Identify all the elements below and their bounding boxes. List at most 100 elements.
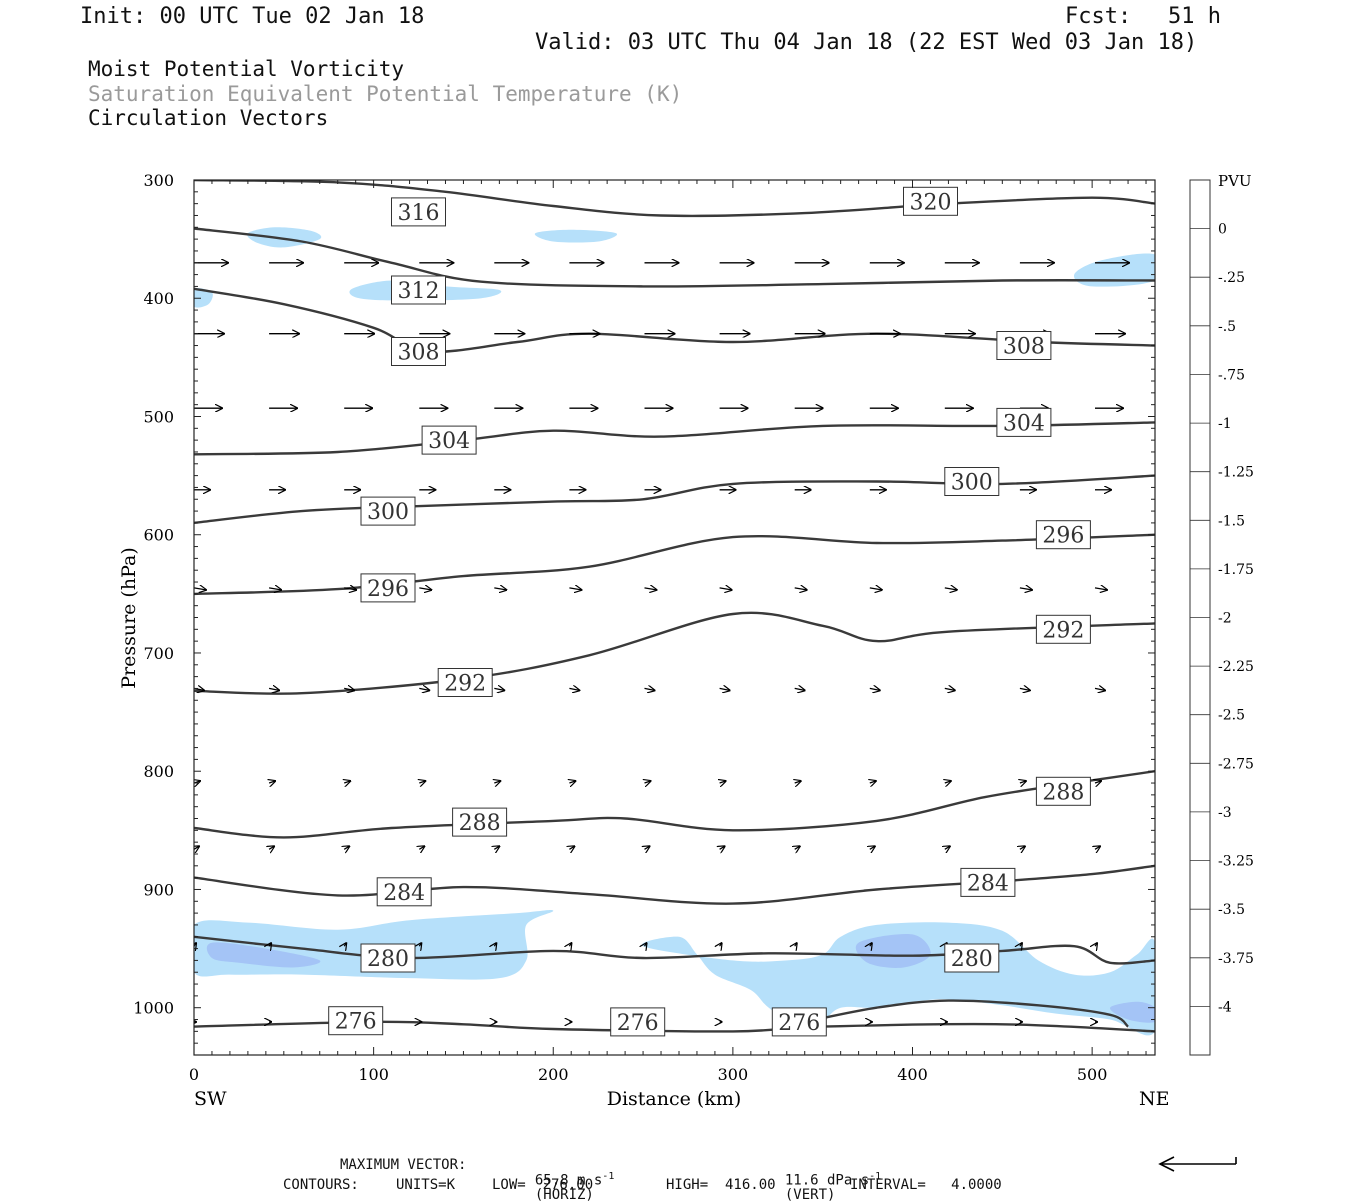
init-time: Init: 00 UTC Tue 02 Jan 18 <box>80 4 425 29</box>
circulation-vector <box>945 781 951 783</box>
theta-e-contour-320 <box>194 227 1155 288</box>
contour-label: 308 <box>996 331 1052 360</box>
contour-label-text: 308 <box>1003 335 1045 360</box>
vert-vector-exp: -1 <box>869 1171 882 1182</box>
contour-label: 276 <box>771 1007 827 1037</box>
theta-e-contour-320 <box>194 180 1155 218</box>
circulation-vector <box>1094 688 1105 690</box>
circulation-vector <box>719 588 732 590</box>
colorbar-label: -.75 <box>1218 367 1245 383</box>
circulation-vector <box>494 846 499 849</box>
circulation-vector <box>569 588 581 590</box>
circulation-vector <box>870 846 875 849</box>
max-vector-label: MAXIMUM VECTOR: <box>340 1157 467 1173</box>
x-tick-label: 100 <box>358 1065 389 1084</box>
circulation-vector <box>344 846 349 849</box>
contour-label-box <box>903 186 958 216</box>
x-tick-label: 400 <box>897 1065 928 1084</box>
contour-label: 288 <box>452 807 508 837</box>
circulation-vector <box>194 588 206 590</box>
circulation-vector <box>719 688 730 690</box>
contour-label-text: 300 <box>951 471 993 496</box>
x-tick-label: 0 <box>189 1065 199 1084</box>
vert-vector: 11.6 dPa s-1 (VERT) <box>768 1158 881 1202</box>
y-tick-label: 700 <box>143 644 174 663</box>
x-end-label-ne: NE <box>1139 1088 1170 1110</box>
circulation-vector <box>268 688 279 690</box>
colorbar-title: PVU <box>1218 172 1252 190</box>
cross-section-chart: 316 320 312 308 308 304 304 300 300 296 296 292 292 2… <box>118 171 1254 1110</box>
circulation-vector <box>344 781 350 783</box>
contour-label: 304 <box>421 425 477 455</box>
horiz-vector-exp: -1 <box>602 1171 615 1182</box>
field-title-theta: Saturation Equivalent Potential Temperat… <box>88 82 683 106</box>
forecast-hour: 51 h <box>1168 4 1221 29</box>
contour-label: 300 <box>944 467 1000 496</box>
x-end-label-sw: SW <box>194 1088 227 1110</box>
colorbar-label: -4 <box>1218 999 1232 1015</box>
contour-label-text: 276 <box>617 1011 659 1036</box>
colorbar-label: -2.5 <box>1218 708 1245 724</box>
contours-label: CONTOURS: <box>283 1177 359 1193</box>
y-tick-label: 500 <box>143 407 174 426</box>
circulation-vector <box>720 846 725 849</box>
contours-low: LOW= 276.00 <box>492 1177 594 1193</box>
contour-label: 284 <box>376 877 432 907</box>
circulation-vector <box>644 688 655 690</box>
circulation-vector <box>720 781 726 783</box>
circulation-vector <box>419 588 431 590</box>
colorbar-label: -1 <box>1218 416 1232 432</box>
contour-label: 276 <box>328 1006 384 1036</box>
vert-vector-unit: (VERT) <box>784 1186 836 1203</box>
contours-high: HIGH= 416.00 <box>666 1177 776 1193</box>
contour-label-box <box>960 867 1016 897</box>
circulation-vector <box>794 588 807 590</box>
circulation-vector <box>645 943 647 946</box>
pv-shaded-region <box>206 942 321 968</box>
contour-label-box <box>996 331 1052 360</box>
theta-e-contour-300 <box>194 474 1155 525</box>
contour-label-box <box>437 668 493 697</box>
colorbar-frame <box>1189 179 1211 1056</box>
circulation-vector <box>869 588 882 590</box>
contours-interval: INTERVAL= 4.0000 <box>850 1177 1002 1193</box>
contour-label-box <box>421 425 477 455</box>
contour-label-box <box>1035 776 1091 806</box>
circulation-vector <box>1019 688 1030 690</box>
circulation-vector <box>494 688 504 690</box>
contour-label-text: 320 <box>910 190 952 215</box>
circulation-vector <box>1095 846 1100 849</box>
x-axis-title: Distance (km) <box>607 1088 742 1110</box>
contour-label: 292 <box>437 668 493 697</box>
circulation-vector <box>795 781 801 783</box>
circulation-vector <box>1020 781 1026 783</box>
circulation-vector <box>795 846 800 849</box>
contour-label: 284 <box>960 867 1016 897</box>
colorbar-label: -2 <box>1218 611 1232 627</box>
circulation-vector <box>344 943 346 946</box>
x-tick-label: 200 <box>538 1065 569 1084</box>
circulation-vector <box>344 688 354 690</box>
pv-shaded-region <box>641 922 1155 1036</box>
contour-label-text: 280 <box>951 947 993 972</box>
colorbar-label: 0 <box>1218 222 1227 238</box>
colorbar-label: -2.75 <box>1218 756 1254 772</box>
theta-e-contour-296 <box>194 533 1155 596</box>
circulation-vector <box>419 688 429 690</box>
circulation-vector <box>569 781 575 783</box>
contour-label-box <box>1035 614 1091 644</box>
circulation-vector <box>644 588 657 590</box>
contour-label-text: 292 <box>444 672 486 697</box>
plot-frame <box>193 179 1156 1056</box>
circulation-vector <box>1019 588 1032 590</box>
contour-label-box <box>996 407 1052 437</box>
circulation-vector <box>869 688 880 690</box>
contour-label-box <box>944 467 1000 496</box>
contour-label-text: 292 <box>1042 618 1084 643</box>
contour-label: 296 <box>1035 520 1091 550</box>
contour-label-box <box>360 496 416 526</box>
contour-label: 280 <box>360 943 416 973</box>
contour-label-box <box>376 877 432 907</box>
field-title-pv: Moist Potential Vorticity <box>88 57 405 81</box>
contour-label-text: 300 <box>367 500 409 525</box>
